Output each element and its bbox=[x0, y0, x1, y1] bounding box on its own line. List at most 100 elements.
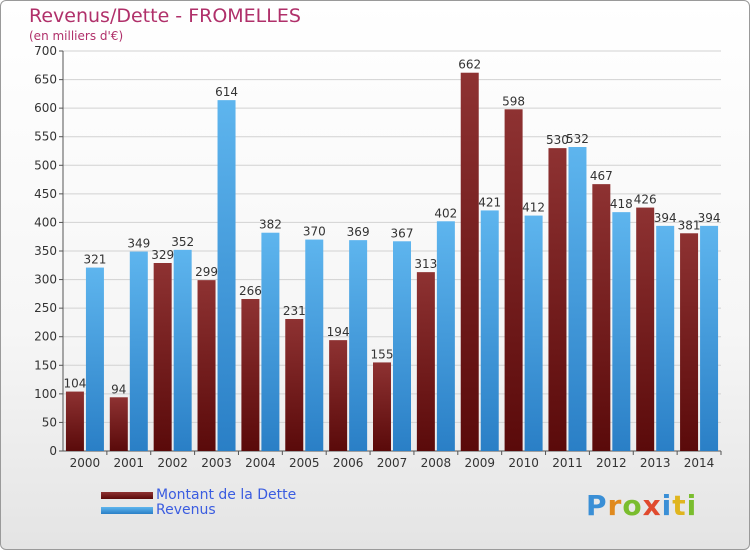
x-tick-label: 2009 bbox=[464, 456, 495, 470]
legend-swatch-dette bbox=[101, 492, 153, 499]
bar-dette-2008 bbox=[416, 272, 435, 451]
data-label-revenus-2005: 370 bbox=[303, 225, 326, 239]
data-label-revenus-2009: 421 bbox=[478, 195, 501, 209]
data-label-revenus-2014: 394 bbox=[698, 211, 721, 225]
y-tick-label: 700 bbox=[34, 44, 57, 58]
bar-dette-2000 bbox=[65, 391, 84, 451]
bar-revenus-2008 bbox=[436, 221, 455, 451]
bar-revenus-2005 bbox=[305, 239, 324, 451]
y-tick-label: 0 bbox=[49, 444, 57, 458]
grid-lines bbox=[63, 50, 721, 452]
y-tick-label: 550 bbox=[34, 130, 57, 144]
data-label-dette-2002: 329 bbox=[151, 248, 174, 262]
data-label-revenus-2011: 532 bbox=[566, 132, 589, 146]
logo-letter: t bbox=[672, 489, 687, 522]
x-tick-label: 2007 bbox=[377, 456, 408, 470]
bar-revenus-2004 bbox=[261, 232, 280, 451]
x-tick-label: 2003 bbox=[201, 456, 232, 470]
bar-dette-2002 bbox=[153, 263, 172, 451]
data-label-dette-2011: 530 bbox=[546, 133, 569, 147]
data-label-dette-2003: 299 bbox=[195, 265, 218, 279]
logo-letter: x bbox=[642, 489, 662, 522]
logo-letter: i bbox=[661, 489, 673, 522]
bar-revenus-2013 bbox=[656, 225, 675, 451]
bar-revenus-2003 bbox=[217, 100, 236, 452]
data-label-revenus-2000: 321 bbox=[83, 253, 106, 267]
x-tick-label: 2000 bbox=[70, 456, 101, 470]
proxiti-logo: Proxiti bbox=[586, 489, 697, 522]
bar-dette-2006 bbox=[329, 340, 348, 451]
logo-letter: o bbox=[622, 489, 643, 522]
bar-dette-2011 bbox=[548, 148, 567, 451]
y-tick-label: 650 bbox=[34, 73, 57, 87]
data-label-revenus-2013: 394 bbox=[654, 211, 677, 225]
data-label-dette-2009: 662 bbox=[458, 58, 481, 72]
x-tick-label: 2006 bbox=[333, 456, 364, 470]
data-label-dette-2001: 94 bbox=[111, 382, 126, 396]
bar-revenus-2000 bbox=[85, 267, 104, 451]
bar-dette-2010 bbox=[504, 109, 523, 452]
bar-dette-2012 bbox=[592, 184, 611, 451]
logo-letter: r bbox=[607, 489, 623, 522]
data-label-revenus-2001: 349 bbox=[127, 237, 150, 251]
data-label-dette-2000: 104 bbox=[63, 377, 86, 391]
y-tick-label: 100 bbox=[34, 387, 57, 401]
data-label-dette-2007: 155 bbox=[371, 347, 394, 361]
data-label-dette-2013: 426 bbox=[634, 193, 657, 207]
bar-dette-2005 bbox=[285, 319, 304, 451]
data-label-dette-2005: 231 bbox=[283, 304, 306, 318]
y-tick-label: 450 bbox=[34, 187, 57, 201]
data-label-revenus-2010: 412 bbox=[522, 201, 545, 215]
bar-revenus-2012 bbox=[612, 212, 631, 451]
logo-letter: P bbox=[586, 489, 608, 522]
data-label-revenus-2008: 402 bbox=[434, 206, 457, 220]
y-tick-label: 350 bbox=[34, 244, 57, 258]
data-label-dette-2006: 194 bbox=[327, 325, 350, 339]
bar-revenus-2002 bbox=[173, 249, 192, 451]
x-tick-label: 2013 bbox=[640, 456, 671, 470]
data-label-dette-2010: 598 bbox=[502, 94, 525, 108]
bar-revenus-2001 bbox=[129, 251, 148, 451]
bar-dette-2004 bbox=[241, 299, 260, 451]
y-tick-label: 300 bbox=[34, 273, 57, 287]
y-tick-label: 200 bbox=[34, 330, 57, 344]
bar-revenus-2014 bbox=[700, 225, 719, 451]
axes: 0 50 100 150 200 250 300 350 400 450 500 550 600 650 7… bbox=[34, 44, 722, 470]
x-tick-label: 2002 bbox=[157, 456, 188, 470]
bar-dette-2003 bbox=[197, 280, 216, 451]
bar-revenus-2010 bbox=[524, 215, 543, 451]
data-label-revenus-2006: 369 bbox=[347, 225, 370, 239]
data-label-dette-2014: 381 bbox=[678, 218, 701, 232]
data-label-dette-2008: 313 bbox=[414, 257, 437, 271]
y-tick-label: 250 bbox=[34, 301, 57, 315]
bar-revenus-2007 bbox=[393, 241, 411, 451]
data-label-dette-2004: 266 bbox=[239, 284, 262, 298]
bar-dette-2009 bbox=[460, 72, 479, 451]
x-tick-label: 2005 bbox=[289, 456, 320, 470]
data-label-revenus-2012: 418 bbox=[610, 197, 633, 211]
y-tick-label: 50 bbox=[42, 415, 57, 429]
y-tick-label: 600 bbox=[34, 101, 57, 115]
y-tick-label: 500 bbox=[34, 158, 57, 172]
x-tick-label: 2001 bbox=[114, 456, 145, 470]
legend-label-revenus: Revenus bbox=[156, 502, 216, 518]
x-tick-label: 2008 bbox=[421, 456, 452, 470]
y-tick-label: 150 bbox=[34, 358, 57, 372]
data-label-dette-2012: 467 bbox=[590, 169, 613, 183]
bar-revenus-2006 bbox=[349, 240, 368, 451]
x-tick-label: 2012 bbox=[596, 456, 627, 470]
legend-swatch-revenus bbox=[101, 507, 153, 514]
bar-dette-2013 bbox=[636, 207, 655, 451]
data-label-revenus-2004: 382 bbox=[259, 218, 282, 232]
bars bbox=[65, 72, 719, 452]
x-tick-label: 2010 bbox=[508, 456, 539, 470]
x-tick-label: 2011 bbox=[552, 456, 583, 470]
bar-dette-2014 bbox=[680, 233, 699, 451]
bar-revenus-2009 bbox=[480, 210, 499, 451]
data-label-revenus-2003: 614 bbox=[215, 85, 238, 99]
x-tick-label: 2014 bbox=[684, 456, 715, 470]
bar-dette-2007 bbox=[373, 362, 391, 451]
